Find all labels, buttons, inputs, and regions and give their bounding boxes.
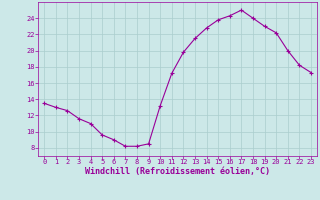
X-axis label: Windchill (Refroidissement éolien,°C): Windchill (Refroidissement éolien,°C) <box>85 167 270 176</box>
